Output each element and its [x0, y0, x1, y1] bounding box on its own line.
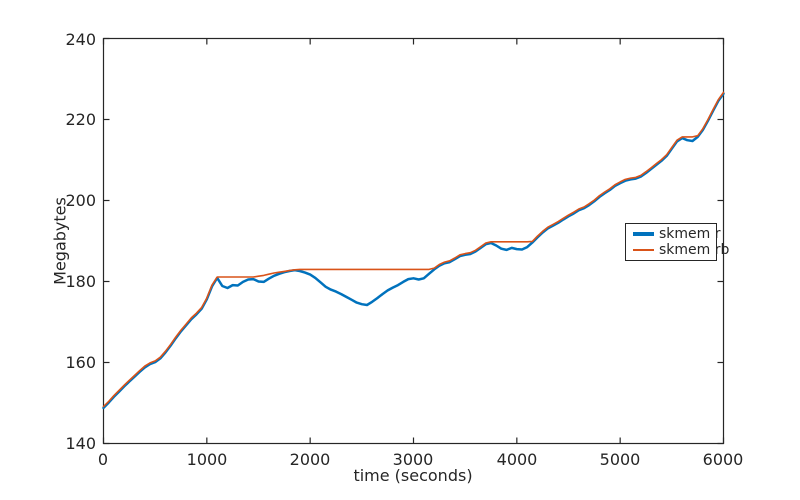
y-tick-label: 240 [65, 30, 96, 49]
x-tick-label: 3000 [392, 450, 434, 469]
legend: skmem r skmem rb [625, 223, 729, 261]
x-tick-label: 4000 [496, 450, 538, 469]
y-tick-label: 200 [65, 191, 96, 210]
x-tick-label: 6000 [702, 450, 744, 469]
y-tick-label: 160 [65, 353, 96, 372]
y-tick-label: 220 [65, 110, 96, 129]
y-axis-label: Megabytes [50, 197, 70, 285]
y-tick-label: 180 [65, 272, 96, 291]
x-axis-label: time (seconds) [353, 466, 473, 485]
legend-line-sample-skmem-rb [633, 249, 654, 251]
x-tick-label: 2000 [289, 450, 331, 469]
x-tick-label: 1000 [186, 450, 228, 469]
x-tick-label: 5000 [599, 450, 641, 469]
legend-label-skmem-rb: skmem rb [659, 241, 730, 258]
y-tick-label: 140 [65, 434, 96, 453]
legend-item-skmem-rb: skmem rb [626, 242, 729, 258]
legend-label-skmem-r: skmem r [659, 225, 721, 242]
legend-line-sample-skmem-r [633, 232, 654, 236]
x-tick-label: 0 [97, 450, 109, 469]
legend-item-skmem-r: skmem r [626, 226, 721, 242]
